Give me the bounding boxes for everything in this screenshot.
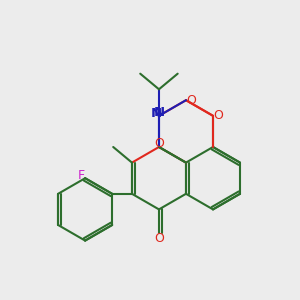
- Text: N: N: [151, 107, 162, 120]
- Text: O: O: [154, 137, 164, 150]
- Text: F: F: [77, 169, 85, 182]
- Text: O: O: [213, 109, 223, 122]
- Text: O: O: [186, 94, 196, 107]
- Text: O: O: [154, 232, 164, 245]
- Text: N: N: [153, 106, 164, 119]
